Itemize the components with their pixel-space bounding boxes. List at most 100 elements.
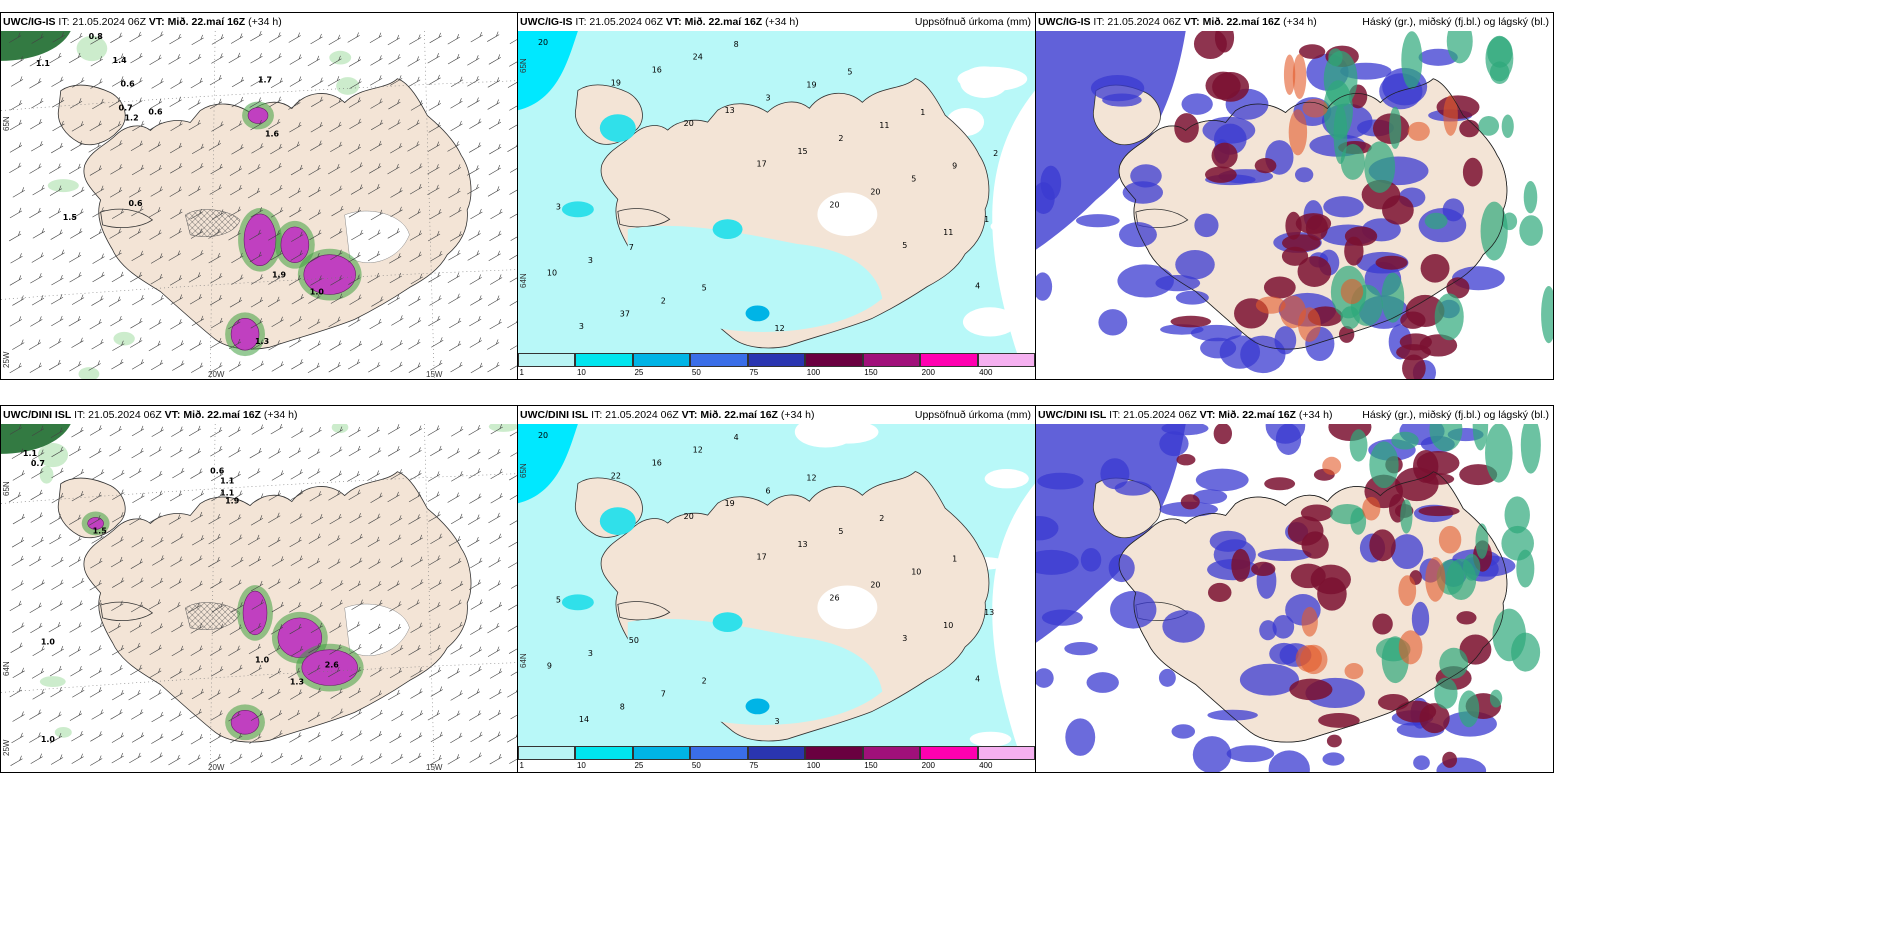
svg-text:1.9: 1.9 xyxy=(272,271,287,280)
svg-text:3: 3 xyxy=(556,202,561,211)
svg-text:5: 5 xyxy=(838,527,843,536)
colorbar-label: 75 xyxy=(749,368,759,377)
colorbar-label: 25 xyxy=(634,368,644,377)
svg-text:19: 19 xyxy=(725,499,735,508)
svg-text:0.6: 0.6 xyxy=(210,467,225,476)
colorbar-segment xyxy=(920,353,978,367)
colorbar-segment xyxy=(518,353,576,367)
svg-text:12: 12 xyxy=(693,446,703,455)
svg-text:10: 10 xyxy=(547,269,557,278)
map-clouds xyxy=(1036,424,1553,772)
svg-text:1.4: 1.4 xyxy=(113,56,128,65)
svg-text:5: 5 xyxy=(556,595,561,604)
svg-text:8: 8 xyxy=(620,702,625,711)
svg-text:1.7: 1.7 xyxy=(258,76,272,85)
svg-text:20: 20 xyxy=(684,512,694,521)
svg-text:5: 5 xyxy=(902,241,907,250)
colorbar-segment xyxy=(690,353,748,367)
svg-text:3: 3 xyxy=(579,322,584,331)
svg-text:3: 3 xyxy=(902,634,907,643)
svg-text:11: 11 xyxy=(943,228,953,237)
colorbar-segment xyxy=(805,746,863,760)
svg-text:2: 2 xyxy=(838,134,843,143)
colorbar-segment xyxy=(977,746,1035,760)
svg-text:13: 13 xyxy=(984,608,994,617)
map-precip: 20 19 20 17 20 5 4 3 16 13 15 20 11 10 37 24 3 2 5 1 3 2 8 19 11… xyxy=(518,31,1035,353)
precip-colorbar: 1 10 25 50 75 100 150 200 400 xyxy=(518,746,1035,772)
svg-text:2: 2 xyxy=(702,677,707,686)
colorbar-label: 150 xyxy=(864,761,878,770)
panel-header: UWC/IG-IS IT: 21.05.2024 06Z VT: Mið. 22… xyxy=(1038,16,1549,28)
svg-text:9: 9 xyxy=(952,162,957,171)
lon-label-20w: 20W xyxy=(208,763,225,772)
svg-text:5: 5 xyxy=(847,68,852,77)
svg-text:7: 7 xyxy=(661,689,666,698)
svg-text:1.9: 1.9 xyxy=(225,497,240,506)
lat-label-64n: 64N xyxy=(519,273,528,288)
colorbar-label: 50 xyxy=(691,368,701,377)
svg-text:1.0: 1.0 xyxy=(41,735,56,744)
panel-precip-dini: UWC/DINI ISL IT: 21.05.2024 06Z VT: Mið.… xyxy=(517,405,1036,773)
svg-text:24: 24 xyxy=(693,53,703,62)
svg-text:0.6: 0.6 xyxy=(129,199,144,208)
map-wind: 1.1 0.8 1.4 0.6 0.7 1.2 0.6 1.7 1.6 0.6 1.5 1.9 1.0 1… xyxy=(1,31,517,379)
colorbar-label: 1 xyxy=(519,368,524,377)
svg-text:1.1: 1.1 xyxy=(220,477,234,486)
svg-text:6: 6 xyxy=(766,486,771,495)
panel-header: UWC/IG-IS IT: 21.05.2024 06Z VT: Mið. 22… xyxy=(520,16,1031,28)
map-precip: 20 22 20 17 26 3 4 14 16 19 13 20 10 9 8 12 6 5 10 13 3 7 4 12 2… xyxy=(518,424,1035,746)
svg-text:3: 3 xyxy=(588,256,593,265)
lat-label-65n: 65N xyxy=(2,481,11,496)
svg-text:1.5: 1.5 xyxy=(63,213,77,222)
svg-text:0.7: 0.7 xyxy=(119,104,133,113)
svg-text:1.0: 1.0 xyxy=(310,287,325,296)
svg-text:1.1: 1.1 xyxy=(36,59,50,68)
svg-text:7: 7 xyxy=(629,243,634,252)
svg-text:13: 13 xyxy=(725,106,735,115)
colorbar-segment xyxy=(862,746,921,760)
colorbar-segment xyxy=(747,353,806,367)
svg-text:17: 17 xyxy=(757,553,767,562)
map-clouds xyxy=(1036,31,1553,379)
svg-text:16: 16 xyxy=(652,66,662,75)
colorbar-label: 1 xyxy=(519,761,524,770)
svg-text:20: 20 xyxy=(829,200,839,209)
lat-label-25w: 25W xyxy=(2,351,11,368)
colorbar-label: 10 xyxy=(576,761,586,770)
lat-label-64n: 64N xyxy=(2,661,11,676)
svg-text:0.6: 0.6 xyxy=(148,108,163,117)
svg-text:1.5: 1.5 xyxy=(93,526,107,535)
colorbar-segment xyxy=(518,746,576,760)
svg-text:20: 20 xyxy=(870,581,880,590)
svg-text:9: 9 xyxy=(547,662,552,671)
svg-text:0.8: 0.8 xyxy=(89,32,104,41)
panel-subtitle: Uppsöfnuð úrkoma (mm) xyxy=(914,409,1031,421)
svg-text:1.3: 1.3 xyxy=(290,678,304,687)
svg-text:2.6: 2.6 xyxy=(325,661,340,670)
colorbar-label: 200 xyxy=(921,368,936,377)
svg-text:12: 12 xyxy=(775,324,785,333)
colorbar-label: 400 xyxy=(979,368,993,377)
panel-clouds-igis: UWC/IG-IS IT: 21.05.2024 06Z VT: Mið. 22… xyxy=(1035,12,1554,380)
svg-text:20: 20 xyxy=(684,119,694,128)
svg-text:1.0: 1.0 xyxy=(41,638,56,647)
svg-text:2: 2 xyxy=(661,296,666,305)
svg-text:20: 20 xyxy=(870,188,880,197)
panel-header: UWC/DINI ISL IT: 21.05.2024 06Z VT: Mið.… xyxy=(520,409,1031,421)
svg-text:14: 14 xyxy=(579,715,589,724)
panel-header: UWC/IG-IS IT: 21.05.2024 06Z VT: Mið. 22… xyxy=(3,16,282,28)
lat-label-65n: 65N xyxy=(519,58,528,73)
svg-text:4: 4 xyxy=(734,433,739,442)
svg-text:50: 50 xyxy=(629,636,639,645)
panel-subtitle: Háský (gr.), miðský (fj.bl.) og lágský (… xyxy=(1362,409,1549,421)
lon-label-15w: 15W xyxy=(426,763,443,772)
colorbar-segment xyxy=(920,746,978,760)
svg-text:17: 17 xyxy=(757,160,767,169)
lat-label-64n: 64N xyxy=(519,653,528,668)
svg-text:20: 20 xyxy=(538,431,548,440)
svg-text:5: 5 xyxy=(911,175,916,184)
svg-text:1: 1 xyxy=(984,215,989,224)
panel-subtitle: Uppsöfnuð úrkoma (mm) xyxy=(914,16,1031,28)
lon-label-20w: 20W xyxy=(208,370,225,379)
colorbar-label: 100 xyxy=(806,368,821,377)
